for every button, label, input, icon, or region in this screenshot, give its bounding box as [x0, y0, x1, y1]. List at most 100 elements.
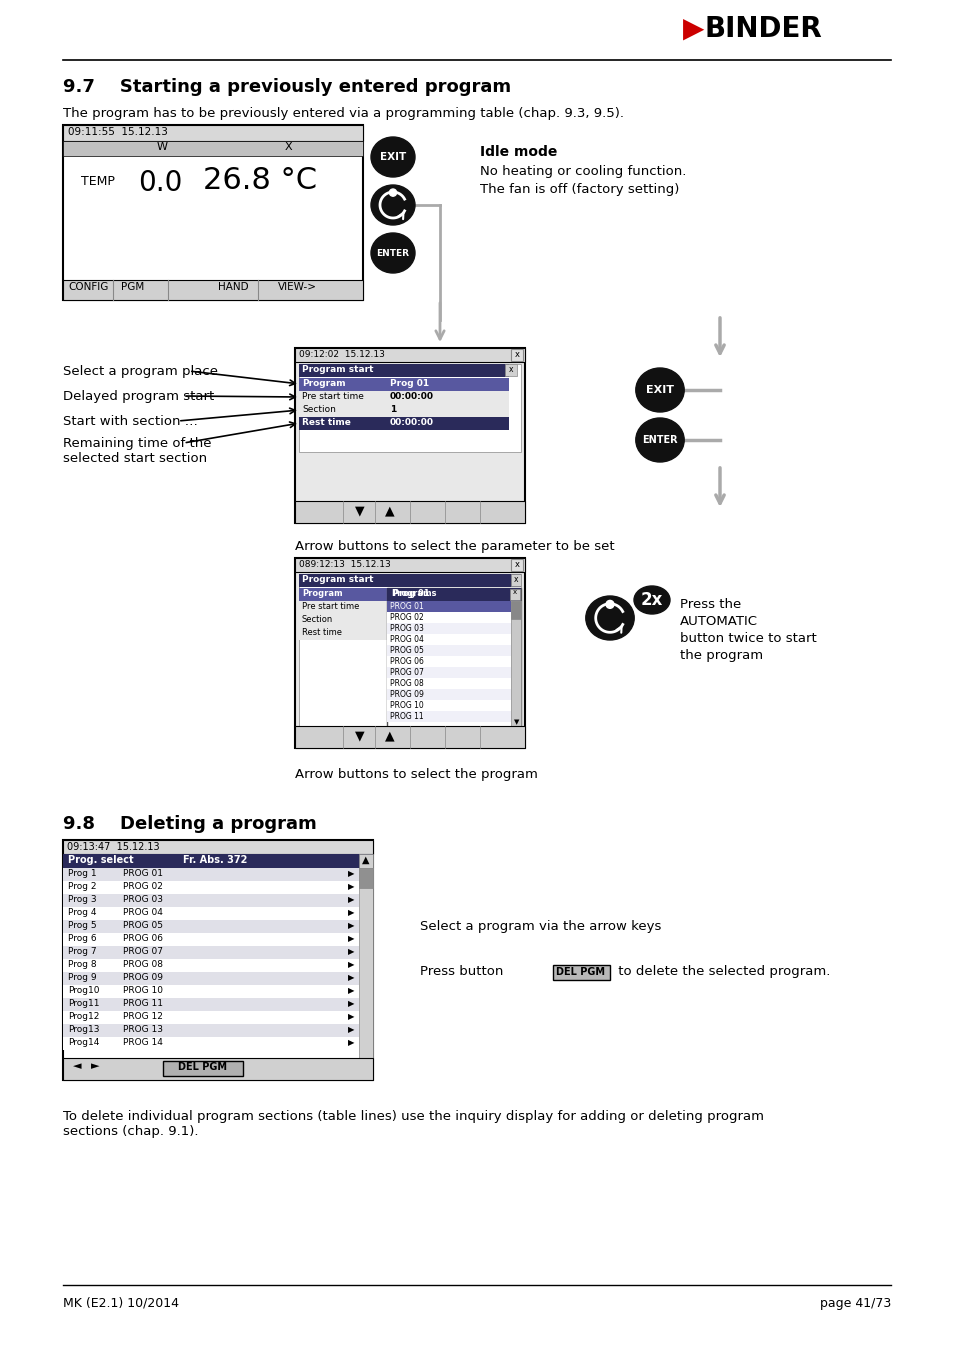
Bar	[504, 364, 517, 377]
Bar	[63, 907, 358, 919]
Text: ENTER: ENTER	[641, 435, 677, 446]
Bar	[387, 678, 511, 688]
Text: ▶: ▶	[348, 986, 355, 995]
Text: Select a program via the arrow keys: Select a program via the arrow keys	[419, 919, 660, 933]
Text: 09:13:47  15.12.13: 09:13:47 15.12.13	[67, 842, 159, 852]
Text: ▼: ▼	[355, 504, 364, 517]
Text: ▶: ▶	[348, 960, 355, 969]
Text: Prog 1: Prog 1	[68, 869, 96, 878]
Text: ENTER: ENTER	[376, 248, 409, 258]
Text: x: x	[514, 350, 519, 359]
Text: button twice to start: button twice to start	[679, 632, 816, 645]
Text: PROG 12: PROG 12	[123, 1012, 163, 1021]
Bar	[387, 701, 511, 711]
Bar	[298, 574, 520, 726]
Bar	[63, 986, 358, 998]
Text: Idle mode: Idle mode	[479, 144, 557, 159]
Ellipse shape	[635, 418, 683, 462]
Text: Fr. Abs. 372: Fr. Abs. 372	[183, 855, 247, 865]
Text: 09:12:02  15.12.13: 09:12:02 15.12.13	[298, 350, 384, 359]
Text: Remaining time of the: Remaining time of the	[63, 437, 212, 450]
Text: Programs: Programs	[391, 589, 436, 598]
Text: Press the: Press the	[679, 598, 740, 612]
Text: Select a program place: Select a program place	[63, 364, 218, 378]
Text: Prog10: Prog10	[68, 986, 99, 995]
Text: x: x	[514, 575, 517, 585]
Ellipse shape	[634, 586, 669, 614]
Text: PROG 03: PROG 03	[123, 895, 163, 905]
Text: PROG 03: PROG 03	[390, 624, 423, 633]
Bar	[63, 868, 358, 882]
Text: PROG 05: PROG 05	[390, 647, 423, 655]
Bar	[298, 364, 509, 377]
Bar	[298, 574, 520, 587]
Text: PROG 06: PROG 06	[123, 934, 163, 944]
Bar	[387, 634, 511, 645]
Text: PROG 06: PROG 06	[390, 657, 423, 666]
Text: Prog 01: Prog 01	[393, 589, 429, 598]
Bar	[387, 589, 520, 730]
Text: ▶: ▶	[348, 909, 355, 917]
Text: PROG 10: PROG 10	[123, 986, 163, 995]
Text: ◄: ◄	[73, 1061, 81, 1071]
Text: Prog13: Prog13	[68, 1025, 99, 1034]
Text: the program: the program	[679, 649, 762, 662]
Text: Program: Program	[302, 589, 342, 598]
Text: The fan is off (factory setting): The fan is off (factory setting)	[479, 184, 679, 196]
Bar	[387, 711, 511, 722]
Bar	[63, 1058, 373, 1080]
Ellipse shape	[371, 136, 415, 177]
Bar	[387, 688, 511, 701]
Bar	[387, 645, 511, 656]
Text: PROG 08: PROG 08	[390, 679, 423, 688]
Bar	[63, 1011, 358, 1025]
Text: x: x	[508, 364, 513, 374]
Text: PROG 10: PROG 10	[390, 701, 423, 710]
Text: Prog 3: Prog 3	[68, 895, 96, 905]
Text: ▶: ▶	[348, 973, 355, 981]
Text: ▶: ▶	[348, 946, 355, 956]
Text: To delete individual program sections (table lines) use the inquiry display for : To delete individual program sections (t…	[63, 1110, 763, 1138]
Bar	[63, 840, 373, 855]
Text: Prog 8: Prog 8	[68, 960, 96, 969]
Bar	[63, 126, 363, 300]
Text: ▶: ▶	[348, 895, 355, 905]
Circle shape	[605, 601, 614, 609]
Text: ►: ►	[91, 1061, 99, 1071]
Bar	[294, 348, 524, 362]
Bar	[298, 378, 509, 392]
Text: 00:00:00: 00:00:00	[390, 418, 434, 427]
Bar	[294, 558, 524, 572]
Bar	[163, 1061, 243, 1076]
Text: Program start: Program start	[302, 364, 374, 374]
Bar	[63, 933, 358, 946]
Bar	[387, 601, 511, 612]
Text: MK (E2.1) 10/2014: MK (E2.1) 10/2014	[63, 1297, 179, 1310]
Text: 9.8    Deleting a program: 9.8 Deleting a program	[63, 815, 316, 833]
Bar	[63, 1025, 358, 1037]
Text: PROG 05: PROG 05	[123, 921, 163, 930]
Text: Arrow buttons to select the parameter to be set: Arrow buttons to select the parameter to…	[294, 540, 614, 553]
Bar	[387, 622, 511, 634]
Text: PROG 11: PROG 11	[390, 711, 423, 721]
Text: PROG 09: PROG 09	[123, 973, 163, 981]
Text: ▶: ▶	[348, 1025, 355, 1034]
Text: page 41/73: page 41/73	[819, 1297, 890, 1310]
Text: 089:12:13  15.12.13: 089:12:13 15.12.13	[298, 560, 391, 568]
Bar	[358, 855, 373, 868]
Text: TEMP: TEMP	[81, 176, 114, 188]
Text: ▶: ▶	[348, 934, 355, 944]
Text: The program has to be previously entered via a programming table (chap. 9.3, 9.5: The program has to be previously entered…	[63, 107, 623, 120]
Bar	[511, 574, 520, 586]
Text: No heating or cooling function.: No heating or cooling function.	[479, 165, 685, 178]
Text: PROG 07: PROG 07	[123, 946, 163, 956]
Text: PROG 13: PROG 13	[123, 1025, 163, 1034]
Bar	[387, 589, 520, 601]
Bar	[63, 946, 358, 958]
FancyBboxPatch shape	[553, 965, 609, 980]
Bar	[63, 882, 358, 894]
Text: 26.8 °C: 26.8 °C	[203, 166, 316, 194]
Text: Prog 9: Prog 9	[68, 973, 96, 981]
Text: X: X	[284, 142, 292, 153]
Text: 2x: 2x	[640, 591, 662, 609]
